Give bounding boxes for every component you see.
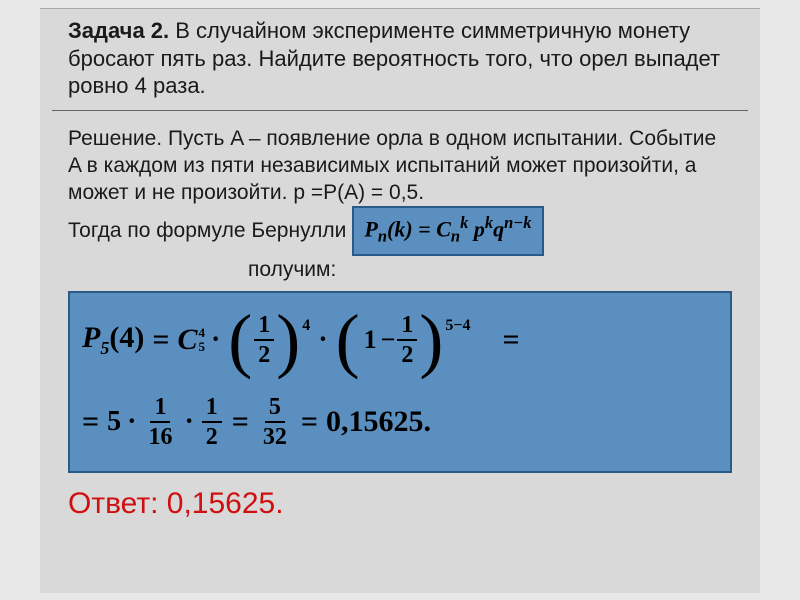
bernoulli-suffix: получим: (68, 256, 732, 283)
calc-row2: = 5 · 1 16 · 1 2 = 5 32 = 0,15625. (82, 383, 718, 461)
bernoulli-prefix: Тогда по формуле Бернулли (68, 217, 346, 244)
dot-2: · (318, 324, 327, 356)
solution-text: Решение. Пусть A – появление орла в одно… (52, 117, 748, 283)
problem-statement: Задача 2. В случайном эксперименте симме… (52, 9, 748, 111)
result-value: 0,15625. (326, 405, 431, 439)
solution-line1: Решение. Пусть A – появление орла в одно… (68, 125, 732, 207)
equals-4: = (232, 405, 249, 439)
C-term: C 4 5 (177, 323, 205, 357)
P5-term: P5(4) (82, 321, 144, 359)
equals-5: = (301, 405, 318, 439)
slide-container: Задача 2. В случайном эксперименте симме… (40, 8, 760, 593)
answer-value: 0,15625. (167, 487, 284, 520)
dot-3: · (127, 406, 136, 438)
answer-line: Ответ: 0,15625. (68, 487, 760, 521)
answer-label: Ответ: (68, 487, 167, 520)
solution-line2: Тогда по формуле Бернулли Pn(k) = Cnk pk… (68, 206, 732, 255)
equals-3: = (82, 405, 99, 439)
calculation-formula: P5(4) = C 4 5 · ( 1 2 ) 4 · ( (68, 291, 732, 473)
dot-4: · (184, 406, 193, 438)
calc-row1: P5(4) = C 4 5 · ( 1 2 ) 4 · ( (82, 301, 718, 379)
bernoulli-formula: Pn(k) = Cnk pkqn−k (352, 206, 543, 255)
equals-2: = (503, 323, 520, 357)
paren-group-2: ( 1 − 1 2 ) 5−4 (336, 313, 471, 367)
paren-group-1: ( 1 2 ) 4 (228, 313, 310, 367)
equals-1: = (152, 323, 169, 357)
dot-1: · (211, 324, 220, 356)
task-label: Задача 2. (68, 18, 169, 43)
